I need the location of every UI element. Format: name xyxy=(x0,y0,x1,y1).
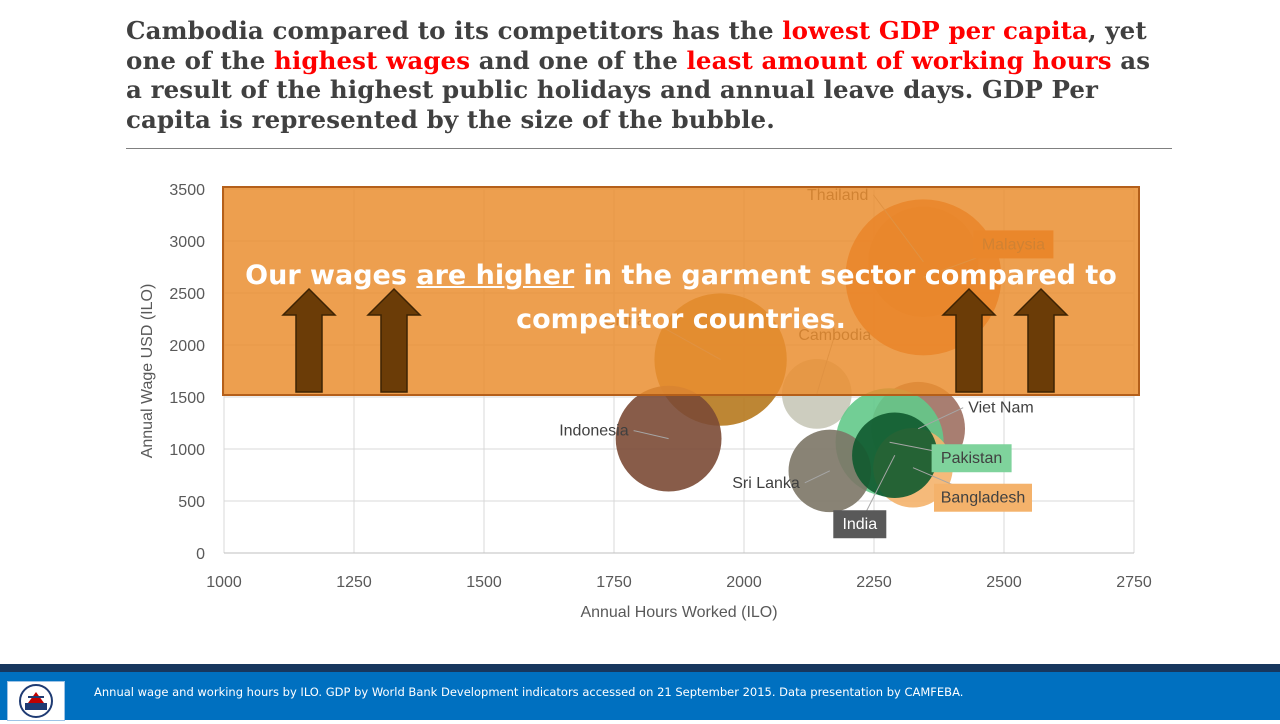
banner-text-underlined: are higher xyxy=(416,260,575,291)
headline-highlight-gdp: lowest GDP per capita xyxy=(782,16,1089,45)
footer-source-note: Annual wage and working hours by ILO. GD… xyxy=(94,685,964,699)
data-label: Pakistan xyxy=(941,450,1002,467)
banner-text-1: Our wages xyxy=(245,260,417,291)
y-axis-title: Annual Wage USD (ILO) xyxy=(139,284,156,459)
x-tick-label: 2000 xyxy=(726,574,762,591)
y-tick-label: 2500 xyxy=(169,286,205,303)
data-label: India xyxy=(842,516,877,533)
y-tick-label: 1000 xyxy=(169,442,205,459)
data-label-box xyxy=(931,444,1012,473)
banner-text: Our wages are higher in the garment sect… xyxy=(224,254,1138,342)
headline-highlight-hours: least amount of working hours xyxy=(686,45,1112,75)
y-tick-label: 500 xyxy=(178,494,205,511)
leader-line xyxy=(633,430,669,440)
x-tick-label: 2500 xyxy=(986,574,1022,591)
headline-text-1: Cambodia compared to its competitors has… xyxy=(126,16,783,45)
x-tick-label: 2750 xyxy=(1116,574,1152,591)
x-tick-label: 2250 xyxy=(856,574,892,591)
x-tick-label: 1500 xyxy=(466,574,502,591)
leader-line xyxy=(917,407,964,430)
logo-emblem-icon xyxy=(19,684,53,718)
data-label-box xyxy=(934,483,1032,512)
headline-text-4: as a result of the highest public holida… xyxy=(126,45,1151,134)
camfeba-logo xyxy=(7,681,65,721)
headline: Cambodia compared to its competitors has… xyxy=(126,16,1166,134)
y-tick-label: 1500 xyxy=(169,390,205,407)
x-tick-label: 1750 xyxy=(596,574,632,591)
y-tick-label: 0 xyxy=(196,546,205,563)
wage-banner: Our wages are higher in the garment sect… xyxy=(222,186,1140,396)
data-label: Sri Lanka xyxy=(732,475,800,492)
footer-bar: Annual wage and working hours by ILO. GD… xyxy=(0,664,1280,721)
banner-text-2: in the garment sector compared to compet… xyxy=(516,260,1117,335)
headline-highlight-wages: highest wages xyxy=(274,45,471,75)
y-tick-label: 2000 xyxy=(169,338,205,355)
data-label: Viet Nam xyxy=(968,400,1034,417)
data-label: Indonesia xyxy=(559,423,628,440)
data-label-box xyxy=(833,510,887,539)
x-tick-label: 1000 xyxy=(206,574,242,591)
data-label: Bangladesh xyxy=(941,490,1026,507)
x-tick-label: 1250 xyxy=(336,574,372,591)
headline-text-3: and one of the xyxy=(470,45,687,75)
bubble-indonesia xyxy=(615,385,722,492)
y-tick-label: 3000 xyxy=(169,234,205,251)
leader-line xyxy=(804,470,831,484)
y-tick-label: 3500 xyxy=(169,182,205,199)
title-divider xyxy=(126,148,1172,149)
headline-text-2: , yet one of the xyxy=(126,16,1147,75)
x-axis-title: Annual Hours Worked (ILO) xyxy=(580,604,777,621)
